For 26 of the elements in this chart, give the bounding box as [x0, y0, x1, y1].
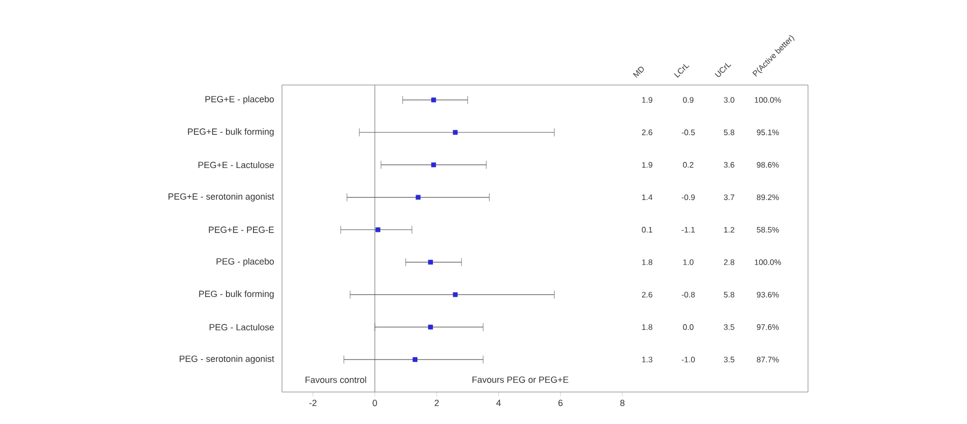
x-tick-label: 6: [558, 400, 563, 406]
y-tick-label: PEG - serotonin agonist: [180, 355, 274, 364]
annotation: Favours control: [306, 376, 366, 383]
annotation: Favours PEG or PEG+E: [472, 376, 568, 383]
x-tick-label: 8: [620, 400, 624, 406]
point: [416, 194, 421, 200]
y-tick-label: PEG+E - placebo: [205, 96, 274, 104]
point: [428, 260, 433, 265]
x-tick-label: 2: [434, 400, 439, 406]
y-tick-label: PEG - Lactulose: [210, 324, 274, 330]
point: [428, 324, 433, 330]
x-tick-label: 4: [496, 400, 501, 406]
point: [452, 130, 458, 135]
y-tick-label: PEG+E - PEG-E: [208, 226, 274, 233]
y-tick-label: PEG+E - bulk forming: [188, 128, 274, 137]
x-tick-label: 0: [372, 400, 377, 406]
y-tick-label: PEG - placebo: [216, 258, 274, 266]
point: [452, 292, 458, 298]
y-tick-label: PEG+E - Lactulose: [198, 162, 274, 168]
point: [376, 227, 380, 232]
y-tick-label: PEG+E - serotonin agonist: [168, 193, 274, 202]
x-tick-label: -2: [309, 400, 316, 406]
point: [431, 98, 436, 102]
point: [412, 357, 418, 362]
y-tick-label: PEG - bulk forming: [199, 290, 274, 299]
point: [431, 162, 436, 168]
